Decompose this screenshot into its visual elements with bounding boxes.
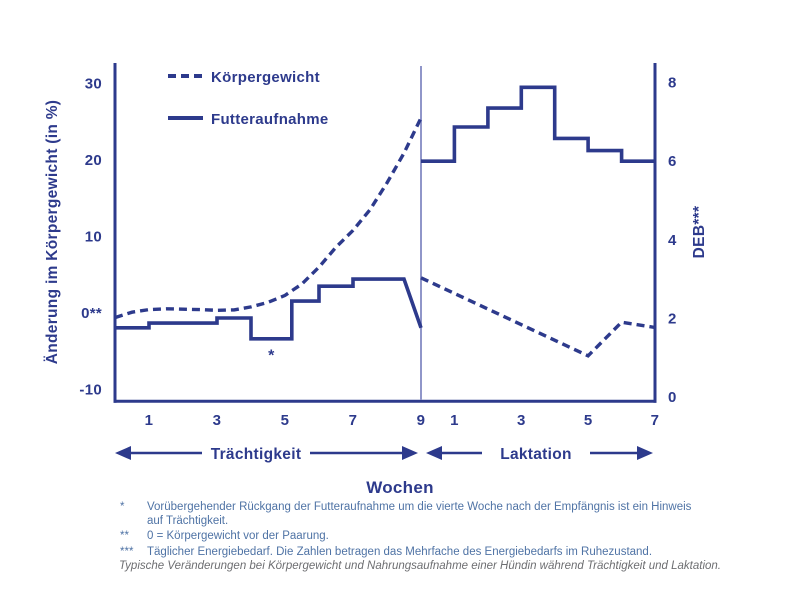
- series-futteraufnahme-pregnancy: [115, 277, 423, 341]
- right-axis-tick-6: 6: [668, 153, 677, 170]
- arrow-left-head-icon: [426, 446, 442, 460]
- footnote-row: ** 0 = Körpergewicht vor der Paarung.: [120, 530, 720, 544]
- footnote-row: *** Täglicher Energiebedarf. Die Zahlen …: [120, 546, 720, 560]
- footnotes: * Vorübergehender Rückgang der Futterauf…: [120, 501, 720, 561]
- pregnancy-week-tick-7: 7: [349, 412, 358, 429]
- pregnancy-arrow: Trächtigkeit: [115, 446, 418, 463]
- left-axis-tick-30: 30: [85, 76, 102, 93]
- series-lines: [114, 85, 656, 358]
- chart-annotations: *: [268, 347, 275, 364]
- figure-caption: Typische Veränderungen bei Körpergewicht…: [119, 560, 721, 572]
- left-axis-tick-10: 10: [85, 229, 102, 246]
- right-axis-tick-4: 4: [668, 232, 677, 249]
- footnote-text: Vorübergehender Rückgang der Futteraufna…: [147, 501, 692, 527]
- series-futteraufnahme-lactation: [421, 85, 655, 163]
- x-axis-title: Wochen: [366, 478, 434, 497]
- right-axis-tick-0: 0: [668, 389, 677, 406]
- lactation-arrow: Laktation: [426, 446, 653, 463]
- pregnancy-week-tick-3: 3: [213, 412, 222, 429]
- legend-label-futteraufnahme: Futteraufnahme: [211, 111, 329, 128]
- footnote-text: Täglicher Energiebedarf. Die Zahlen betr…: [147, 545, 653, 558]
- lactation-week-tick-7: 7: [651, 412, 660, 429]
- right-axis-tick-2: 2: [668, 310, 677, 327]
- footnote-marker: **: [120, 530, 129, 543]
- footnote-text: 0 = Körpergewicht vor der Paarung.: [147, 530, 329, 543]
- series-körpergewicht-lactation: [420, 276, 656, 358]
- dip-asterisk-annotation: *: [268, 347, 275, 364]
- footnote-row: * Vorübergehender Rückgang der Futterauf…: [120, 501, 720, 528]
- pregnancy-week-tick-1: 1: [145, 412, 154, 429]
- left-axis-tick-0**: 0**: [81, 305, 102, 322]
- lactation-week-tick-1: 1: [450, 412, 459, 429]
- right-axis-label: DEB***: [691, 205, 708, 258]
- legend-label-koerpergewicht: Körpergewicht: [211, 69, 320, 86]
- lactation-week-tick-5: 5: [584, 412, 593, 429]
- pregnancy-week-tick-9: 9: [417, 412, 426, 429]
- left-axis-label: Änderung im Körpergewicht (in %): [44, 100, 61, 365]
- right-axis-tick-8: 8: [668, 75, 677, 92]
- arrow-left-head-icon: [115, 446, 131, 460]
- arrow-right-head-icon: [637, 446, 653, 460]
- left-axis-tick-20: 20: [85, 152, 102, 169]
- pregnancy-week-tick-5: 5: [281, 412, 290, 429]
- footnote-marker: *: [120, 501, 125, 513]
- series-körpergewicht-pregnancy: [114, 117, 423, 320]
- lactation-week-tick-3: 3: [517, 412, 526, 429]
- footnote-marker: ***: [120, 545, 134, 558]
- lactation-arrow-label: Laktation: [500, 446, 572, 463]
- pregnancy-arrow-label: Trächtigkeit: [211, 446, 302, 463]
- left-axis-tick--10: -10: [79, 382, 102, 399]
- legend: Körpergewicht Futteraufnahme: [168, 69, 329, 128]
- arrow-right-head-icon: [402, 446, 418, 460]
